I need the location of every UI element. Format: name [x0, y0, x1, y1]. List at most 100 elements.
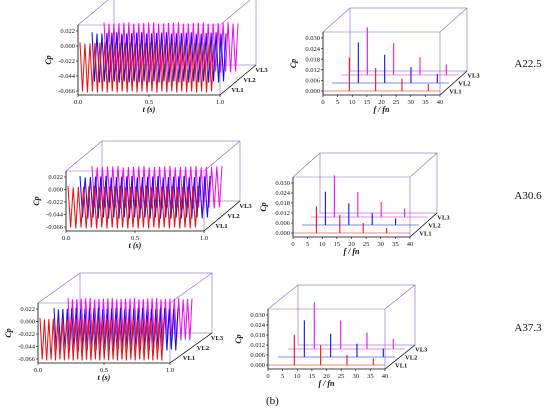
row1-time-y-axis-label: Cp [44, 55, 53, 64]
row2-spectrum-depth-axis [409, 212, 438, 238]
row3-time-x-axis-label: t (s) [98, 373, 111, 382]
row2-time-depth-edge [65, 140, 103, 172]
row3-time-depth-edge [37, 272, 81, 304]
figure-caption: (b) [266, 395, 279, 407]
row2-time-y-tick-label: -0.066 [46, 224, 64, 231]
row1-spectrum-x-tick-label: 15 [364, 99, 371, 106]
row1-spectrum-y-tick-label: 0.012 [305, 67, 320, 74]
row3-spectrum-x-tick-label: 30 [353, 373, 360, 380]
row1-time-x-tick-label: 0.5 [145, 99, 153, 106]
row3-time-series-VL1 [39, 317, 165, 361]
row2-spectrum-y-tick-label: 0.006 [275, 220, 290, 227]
row1-time-x-axis-label: t (s) [143, 105, 156, 114]
row3-time-depth-label-VL3: VL3 [211, 335, 224, 342]
row3-spectrum-x-tick-label: 20 [323, 373, 330, 380]
row2-spectrum-depth-edge [409, 152, 438, 178]
row1-spectrum-x-tick-label: 40 [437, 99, 444, 106]
row2-time-series-VL1 [67, 185, 199, 229]
row3-spectrum-x-tick-label: 0 [266, 373, 269, 380]
row1-spectrum-x-axis-label: f / fn [374, 105, 391, 114]
row3-time-depth-axis [169, 332, 213, 364]
row2-time-panel: 0.0 0.5 1.0 -0.066 -0.044 -0.022 0.000 0.022 t (… [32, 140, 252, 250]
row1-spectrum-depth-label-VL1: VL1 [449, 88, 461, 95]
row1-time-y-tick-label: -0.066 [58, 88, 76, 95]
row1-time-depth-edge [77, 0, 109, 26]
row2-time-depth-label-VL1: VL1 [215, 223, 227, 230]
row2-spectrum-x-tick-label: 30 [378, 241, 385, 248]
row1-spectrum-y-tick-label: 0.000 [305, 88, 320, 95]
row2-time-y-axis-label: Cp [32, 196, 41, 205]
row1-spectrum-depth-label-VL2: VL2 [458, 80, 470, 87]
row1-time-depth-label-VL2: VL2 [243, 77, 255, 84]
row2-time-y-tick-label: 0.022 [48, 174, 63, 181]
row2-spectrum-depth-edge [292, 152, 321, 178]
row1-spectrum-y-tick-label: 0.006 [305, 78, 320, 85]
row2-spectrum-x-tick-label: 20 [348, 241, 355, 248]
row2-spectrum-x-tick-label: 35 [392, 241, 399, 248]
row1-spectrum-depth-label-VL3: VL3 [467, 72, 480, 79]
row1-spectrum-depth-edge [322, 7, 351, 33]
row2-spectrum-y-tick-label: 0.012 [275, 210, 290, 217]
row3-spectrum-y-tick-label: 0.000 [250, 362, 265, 369]
row1-spectrum-y-axis-label: Cp [289, 59, 298, 68]
row2-time-depth-label-VL2: VL2 [227, 213, 239, 220]
row2-time-depth-axis [203, 200, 241, 232]
row1-time-x-tick-label: 0.0 [74, 99, 82, 106]
row3-time-y-tick-label: -0.066 [18, 356, 36, 363]
row3-time-y-tick-label: 0.000 [20, 319, 35, 326]
row2-time-x-axis-label: t (s) [129, 241, 142, 250]
row3-time-y-tick-label: 0.022 [20, 306, 35, 313]
row-label-A37.3: A37.3 [514, 322, 542, 334]
row3-spectrum-y-tick-label: 0.024 [250, 322, 265, 329]
row1-spectrum-x-tick-label: 10 [349, 99, 356, 106]
row3-spectrum-depth-edge [267, 284, 299, 310]
row3-spectrum-x-tick-label: 25 [338, 373, 345, 380]
row2-spectrum-x-tick-label: 10 [319, 241, 326, 248]
row3-spectrum-y-axis-label: Cp [234, 334, 243, 343]
row3-spectrum-y-tick-label: 0.030 [250, 312, 265, 319]
row3-time-x-tick-label: 1.0 [166, 367, 174, 374]
row3-spectrum-x-tick-label: 40 [382, 373, 389, 380]
row2-spectrum-depth-label-VL3: VL3 [437, 214, 450, 221]
row2-time-depth-edge [203, 140, 241, 172]
row1-time-y-tick-label: 0.022 [60, 28, 75, 35]
row3-spectrum-y-tick-label: 0.012 [250, 342, 265, 349]
row3-time-depth-edge [169, 272, 213, 304]
row2-spectrum-y-tick-label: 0.018 [275, 200, 290, 207]
row1-spectrum-depth-edge [439, 7, 468, 33]
row2-time-x-tick-label: 0.5 [131, 235, 139, 242]
row1-time-series-VL2 [91, 32, 227, 83]
row1-spectrum-x-tick-label: 5 [336, 99, 339, 106]
row1-spectrum-depth-axis [439, 70, 468, 96]
row2-spectrum-back-wall [319, 152, 438, 214]
row2-spectrum-x-tick-label: 5 [306, 241, 309, 248]
row1-spectrum-y-tick-label: 0.018 [305, 56, 320, 63]
row3-spectrum-x-axis-label: f / fn [319, 379, 336, 388]
row3-time-y-tick-label: -0.044 [18, 344, 36, 351]
row3-spectrum-back-wall [297, 284, 416, 346]
row3-spectrum-x-tick-label: 15 [309, 373, 316, 380]
row2-spectrum-y-axis-label: Cp [259, 202, 268, 211]
row2-spectrum-x-tick-label: 0 [291, 241, 294, 248]
row3-time-depth-label-VL2: VL2 [197, 345, 209, 352]
row3-spectrum-x-tick-label: 5 [281, 373, 284, 380]
row1-spectrum-back-wall [349, 7, 468, 72]
row1-time-depth-edge [219, 0, 251, 26]
row2-spectrum-depth-label-VL1: VL1 [419, 230, 431, 237]
row-label-A30.6: A30.6 [514, 190, 542, 202]
row2-spectrum-y-tick-label: 0.024 [275, 190, 290, 197]
row2-time-x-tick-label: 0.0 [62, 235, 70, 242]
row3-spectrum-depth-label-VL1: VL1 [395, 362, 407, 369]
row2-spectrum-depth-label-VL2: VL2 [428, 222, 440, 229]
row2-time-depth-label-VL3: VL3 [239, 203, 252, 210]
row2-spectrum-panel: 0 5 10 15 20 25 30 35 40 0.000 0.006 0.012 0.018 0.02… [259, 152, 450, 256]
row1-time-depth-axis [219, 64, 257, 96]
row3-spectrum-depth-edge [384, 284, 416, 310]
row2-time-x-tick-label: 1.0 [200, 235, 208, 242]
row1-time-panel: 0.0 0.5 1.0 -0.066 -0.044 -0.022 0.000 0.022 t (… [44, 0, 268, 114]
row1-spectrum-x-tick-label: 20 [378, 99, 385, 106]
row1-time-y-tick-label: -0.022 [58, 58, 75, 65]
row3-time-x-tick-label: 0.0 [34, 367, 42, 374]
row3-spectrum-x-tick-label: 35 [367, 373, 374, 380]
